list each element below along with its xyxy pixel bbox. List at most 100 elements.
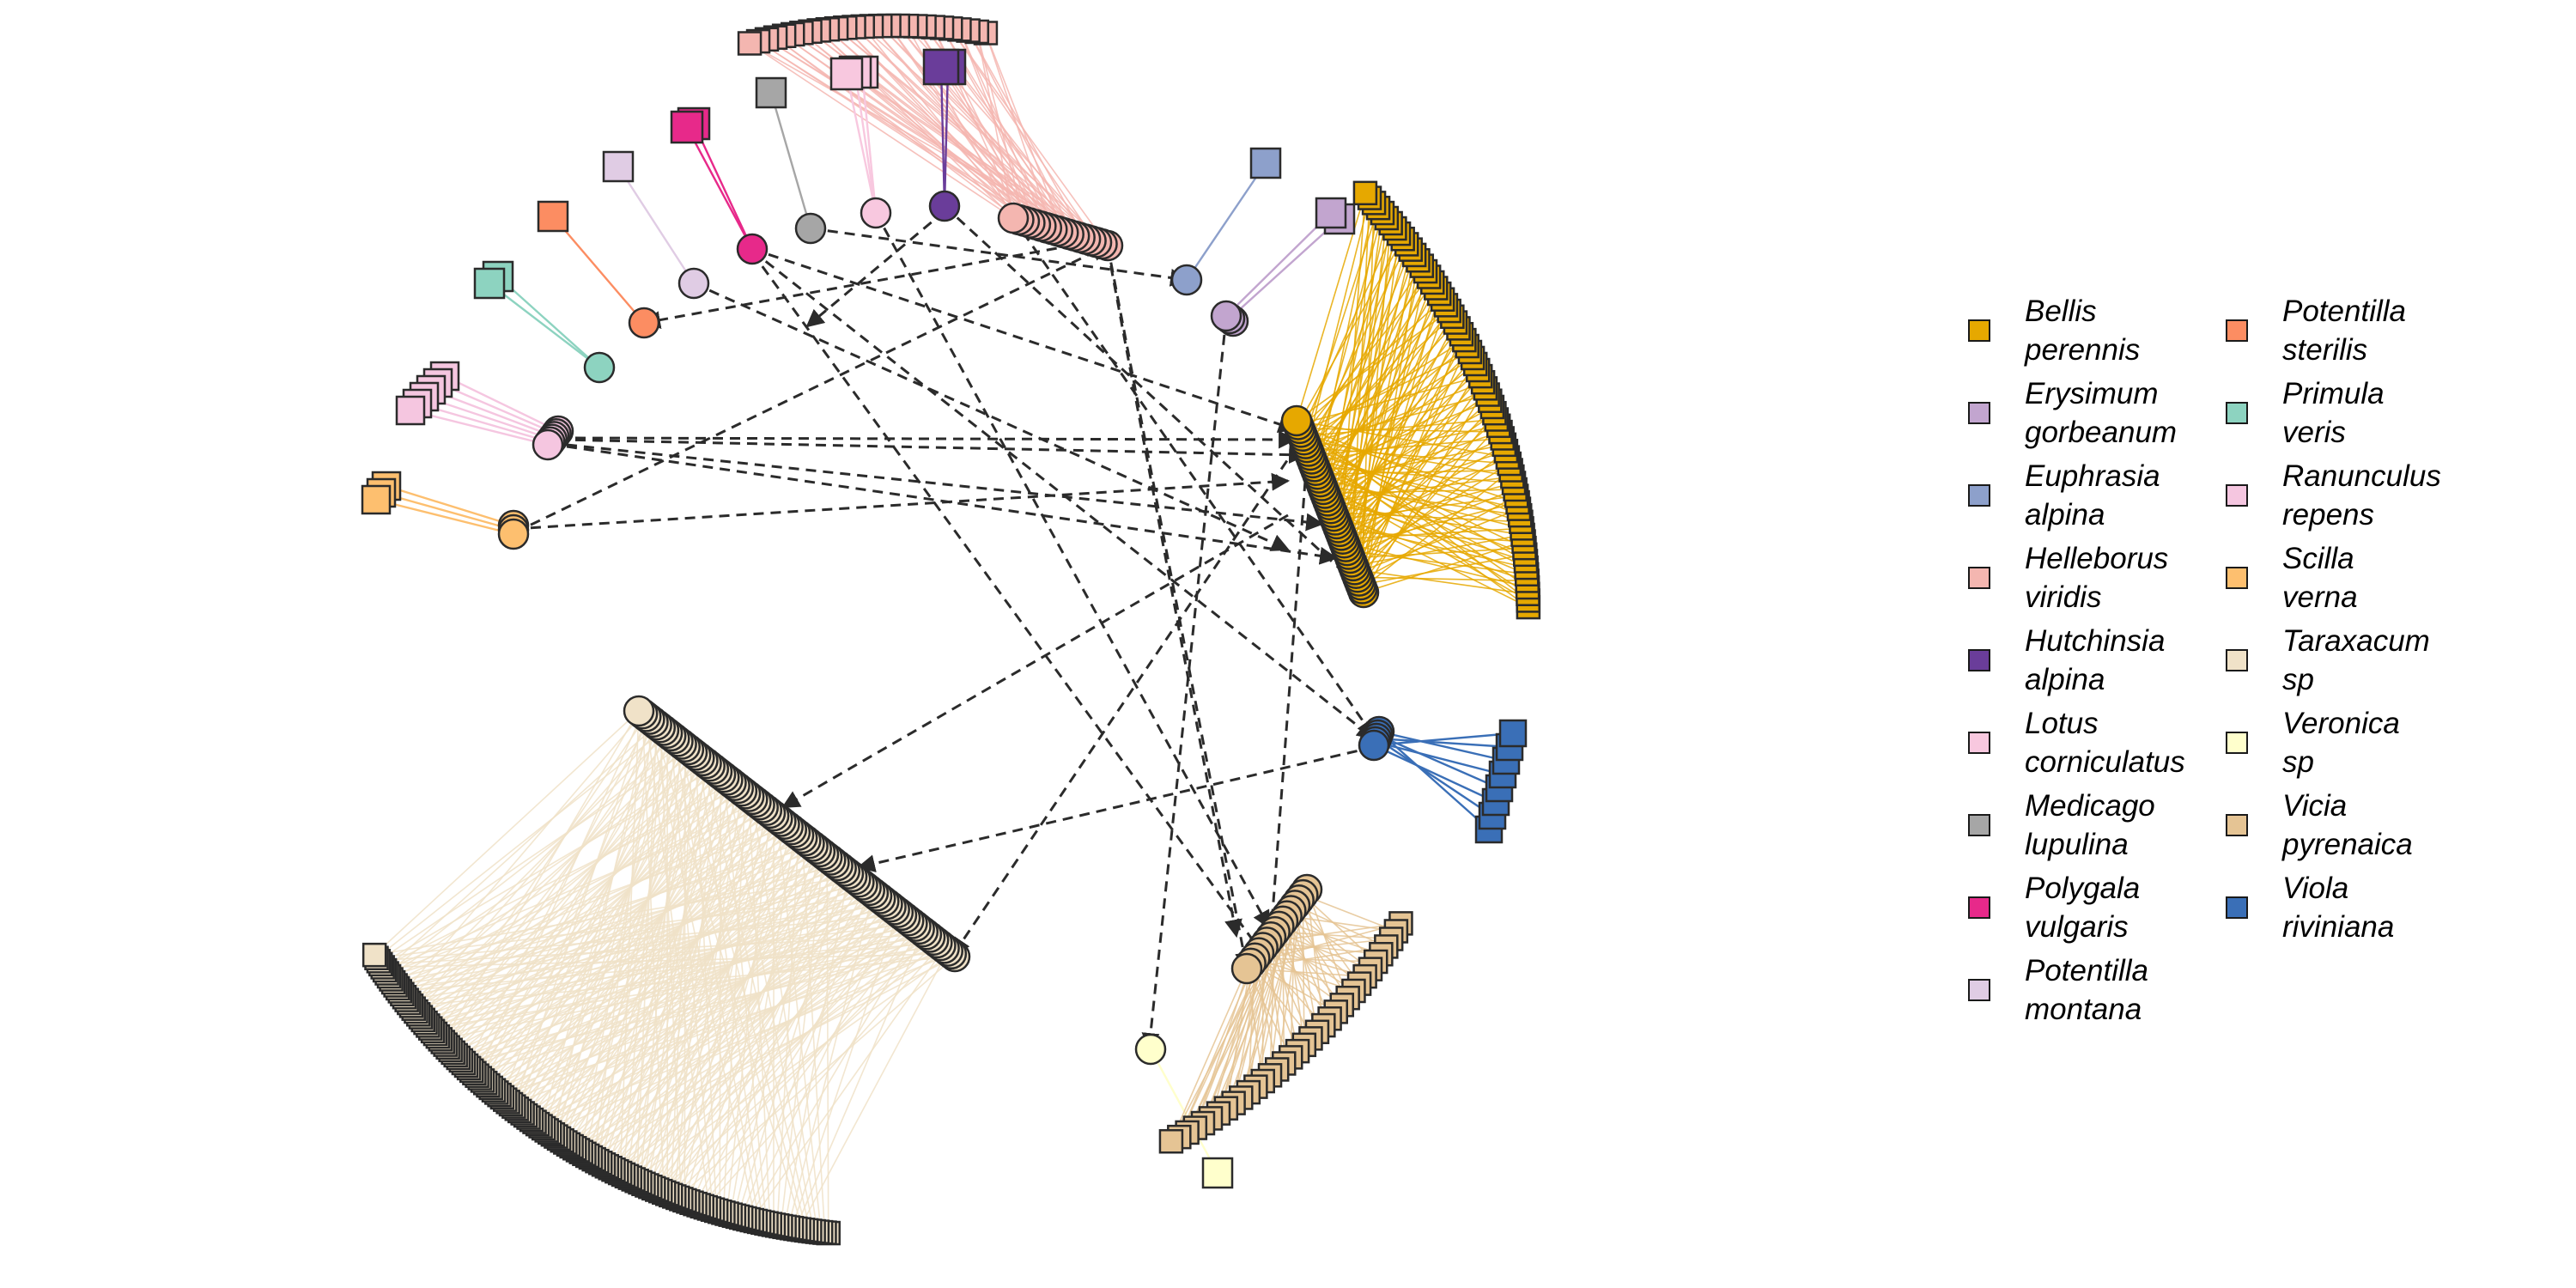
species-link — [1296, 420, 1529, 602]
species-link — [642, 762, 708, 1184]
species-link — [1298, 299, 1443, 429]
legend-swatch — [1968, 484, 1990, 507]
species-link — [612, 837, 803, 1170]
species-link — [1255, 957, 1354, 992]
species-link — [401, 713, 643, 995]
species-link — [406, 917, 906, 1001]
species-link — [437, 381, 557, 435]
species-link — [1375, 740, 1504, 776]
species-link — [646, 782, 732, 1186]
legend-label: Bellis perennis — [2025, 292, 2231, 369]
species-link — [525, 793, 746, 1116]
legend-label: Medicago lupulina — [2025, 787, 2231, 864]
species-link — [1304, 265, 1423, 445]
species-link — [599, 760, 704, 1163]
species-link — [1290, 909, 1371, 970]
species-link — [519, 755, 696, 1112]
species-link — [577, 956, 956, 1151]
species-link — [603, 780, 729, 1165]
dashed-interaction-link — [751, 247, 1297, 434]
dashed-interaction-link — [1012, 217, 1376, 738]
species-link — [1345, 228, 1396, 547]
species-link — [1327, 327, 1460, 501]
legend-label-line1: Medicago — [2025, 789, 2155, 823]
legend-label-line2: pyrenaica — [2282, 828, 2413, 861]
species-link — [453, 787, 739, 1054]
legend-label-line2: corniculatus — [2025, 745, 2185, 779]
species-square-node — [395, 395, 426, 426]
species-link — [482, 751, 693, 1081]
species-link — [380, 491, 514, 532]
species-square-node — [737, 31, 762, 56]
species-link — [420, 785, 736, 1018]
dashed-interaction-link — [566, 443, 1325, 532]
species-link — [465, 719, 651, 1066]
species-link — [642, 846, 814, 1185]
species-link — [1225, 963, 1252, 1109]
species-square-node — [1352, 180, 1378, 206]
species-link — [888, 25, 1025, 222]
species-circle-node — [997, 202, 1030, 234]
species-link — [1267, 941, 1382, 956]
species-link — [376, 729, 665, 959]
legend-label-line2: veris — [2282, 416, 2346, 449]
legend-label-line1: Taraxacum — [2282, 624, 2430, 658]
dashed-interaction-link — [750, 252, 1264, 955]
species-link — [555, 738, 676, 1137]
legend-label-line2: alpina — [2025, 498, 2105, 532]
species-square-node — [829, 57, 864, 91]
species-link — [410, 790, 743, 1007]
species-square-node — [602, 150, 635, 183]
species-link — [1377, 733, 1500, 790]
legend-label-line2: sp — [2282, 745, 2314, 779]
species-link — [561, 776, 725, 1141]
species-link — [692, 123, 754, 250]
species-link — [599, 842, 811, 1163]
species-link — [623, 895, 878, 1176]
species-link — [416, 402, 550, 443]
dashed-interaction-link — [1262, 480, 1307, 939]
legend-label-line1: Veronica — [2282, 707, 2400, 740]
dashed-links-layer — [513, 204, 1376, 1052]
species-link — [1302, 276, 1430, 437]
species-link — [1299, 428, 1501, 433]
species-link — [757, 40, 1042, 228]
species-link — [1346, 501, 1518, 548]
species-link — [378, 749, 690, 962]
species-link — [1297, 423, 1521, 516]
species-square-node — [1249, 147, 1282, 179]
species-link — [1282, 920, 1360, 985]
species-circle-node — [1280, 404, 1313, 437]
species-link — [653, 903, 889, 1189]
species-link — [776, 835, 799, 1226]
species-link — [649, 801, 757, 1188]
species-circle-node — [794, 212, 827, 245]
species-link — [410, 409, 549, 447]
species-link — [1302, 435, 1527, 562]
species-link — [386, 484, 514, 527]
legend-label-line1: Potentilla — [2025, 954, 2148, 987]
species-link — [845, 73, 878, 214]
dashed-interaction-link — [641, 240, 1091, 329]
dashed-interaction-link — [693, 282, 1290, 551]
species-link — [558, 757, 701, 1139]
species-link — [442, 710, 640, 1042]
species-link — [479, 732, 668, 1078]
legend-label: Ranunculus repens — [2282, 457, 2488, 534]
species-link — [1312, 282, 1433, 464]
legend-label-line2: montana — [2025, 993, 2142, 1026]
legend-label: Scilla verna — [2282, 539, 2488, 617]
species-link — [1373, 744, 1497, 804]
species-link — [406, 751, 693, 1001]
species-link — [726, 812, 771, 1214]
dashed-interaction-link — [1106, 245, 1253, 971]
species-square-node — [1201, 1157, 1234, 1189]
legend-label-line1: Erysimum — [2025, 377, 2159, 410]
species-link — [1354, 568, 1528, 595]
dashed-interaction-link — [514, 244, 1109, 534]
species-link — [380, 933, 927, 965]
species-link — [670, 917, 906, 1196]
species-link — [673, 936, 931, 1198]
species-link — [1294, 904, 1387, 948]
legend-label: Polygala vulgaris — [2025, 869, 2231, 946]
